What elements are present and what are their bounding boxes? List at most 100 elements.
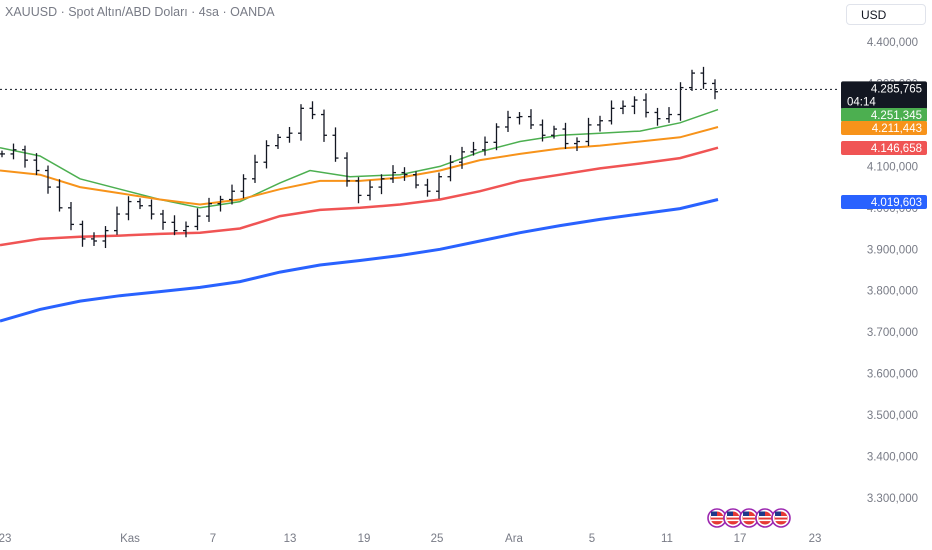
- ohlc-bar: [470, 141, 477, 156]
- ohlc-bar: [459, 146, 465, 169]
- ohlc-bar: [217, 195, 224, 212]
- x-tick-label: 23: [0, 533, 11, 545]
- ohlc-bar: [700, 66, 707, 89]
- ohlc-bar: [654, 107, 661, 126]
- ohlc-bar: [482, 136, 488, 156]
- ohlc-bar: [516, 112, 523, 125]
- ohlc-bar: [689, 69, 695, 91]
- ma-blue-tag: 4.019,603: [841, 195, 927, 209]
- ohlc-bar: [528, 109, 534, 130]
- ohlc-bar: [160, 209, 166, 230]
- us-flag-icon[interactable]: [723, 508, 743, 528]
- svg-text:4.146,658: 4.146,658: [871, 143, 922, 155]
- ohlc-bar: [631, 96, 638, 115]
- x-tick-label: 7: [210, 533, 216, 545]
- ohlc-bar: [378, 174, 385, 195]
- symbol-title: XAUUSD · Spot Altın/ABD Doları · 4sa · O…: [5, 5, 275, 19]
- ohlc-bar: [585, 117, 592, 147]
- ohlc-bar: [263, 140, 270, 169]
- ohlc-bar: [413, 171, 419, 189]
- ohlc-bar: [321, 109, 327, 142]
- ohlc-bar: [275, 134, 281, 149]
- x-tick-label: 5: [589, 533, 595, 545]
- ohlc-bar: [148, 199, 155, 220]
- us-flag-icon[interactable]: [755, 508, 775, 528]
- ohlc-bar: [367, 180, 373, 201]
- ma-green-line: [0, 108, 719, 209]
- ohlc-bar: [597, 115, 603, 132]
- ohlc-bar: [125, 196, 132, 221]
- y-tick-label: 3.700,000: [867, 327, 918, 339]
- x-tick-label: Ara: [505, 533, 524, 545]
- y-tick-label: 3.400,000: [867, 452, 918, 464]
- ohlc-bar: [505, 110, 511, 132]
- svg-text:4.019,603: 4.019,603: [871, 197, 922, 209]
- x-tick-label: 23: [809, 533, 822, 545]
- ohlc-bar: [298, 104, 304, 141]
- ohlc-bar: [493, 123, 500, 151]
- ohlc-bar: [677, 82, 684, 121]
- ohlc-bar: [286, 126, 293, 143]
- ohlc-bar: [45, 165, 51, 194]
- price-tags: 4.285,76504:144.251,3454.211,4434.146,65…: [841, 81, 927, 209]
- last-price-value: 4.285,765: [871, 83, 922, 95]
- ohlc-bar: [309, 101, 316, 120]
- ohlc-bar: [114, 206, 120, 235]
- y-tick-label: 3.900,000: [867, 244, 918, 256]
- ma-red-line: [0, 146, 719, 247]
- ohlc-bar: [183, 221, 189, 238]
- x-tick-label: 25: [431, 533, 444, 545]
- svg-text:4.251,345: 4.251,345: [871, 110, 922, 122]
- us-flag-icon[interactable]: [771, 508, 791, 528]
- ohlc-bar: [194, 208, 201, 231]
- ohlc-bar: [390, 165, 396, 183]
- ohlc-bars: [0, 66, 718, 249]
- ohlc-bar: [68, 202, 74, 231]
- x-tick-label: 11: [661, 533, 673, 545]
- y-tick-label: 4.100,000: [867, 161, 918, 173]
- currency-button[interactable]: USD: [846, 4, 926, 25]
- x-tick-label: 19: [358, 533, 371, 545]
- bar-countdown: 04:14: [847, 96, 876, 108]
- ohlc-bar: [91, 232, 97, 246]
- ohlc-bar: [137, 198, 143, 210]
- ohlc-bar: [447, 155, 454, 182]
- ma-orange-tag: 4.211,443: [841, 121, 927, 135]
- ohlc-bar: [79, 220, 86, 247]
- ohlc-bar: [171, 215, 178, 236]
- ohlc-bar: [102, 226, 109, 249]
- svg-text:4.211,443: 4.211,443: [872, 123, 922, 135]
- ohlc-bar: [344, 152, 350, 187]
- ohlc-bar: [229, 184, 235, 205]
- ohlc-bar: [551, 125, 557, 139]
- x-tick-label: 17: [734, 533, 747, 545]
- time-axis[interactable]: 23 Kas 7 13 19 25 Ara 5 11 17 23: [0, 533, 821, 545]
- x-tick-label: Kas: [120, 533, 140, 545]
- ohlc-bar: [33, 153, 40, 176]
- ohlc-bar: [332, 127, 339, 162]
- ma-blue-line: [0, 198, 719, 323]
- ohlc-bar: [666, 107, 672, 123]
- ohlc-bar: [608, 100, 615, 125]
- y-tick-label: 3.300,000: [867, 493, 918, 505]
- y-tick-label: 3.800,000: [867, 286, 918, 298]
- ma-green-tag: 4.251,345: [841, 108, 927, 122]
- ohlc-bar: [436, 172, 442, 199]
- ohlc-bar: [620, 100, 626, 115]
- ohlc-bar: [0, 150, 5, 158]
- ohlc-bar: [401, 167, 408, 181]
- ohlc-bar: [424, 178, 431, 197]
- ohlc-bar: [56, 179, 63, 212]
- y-tick-label: 3.500,000: [867, 410, 918, 422]
- event-flags[interactable]: [707, 508, 791, 528]
- ohlc-bar: [574, 137, 580, 152]
- ohlc-bar: [562, 122, 569, 149]
- us-flag-icon[interactable]: [739, 508, 759, 528]
- ma-red-tag: 4.146,658: [841, 141, 927, 155]
- ohlc-bar: [22, 145, 28, 168]
- ohlc-bar: [10, 143, 17, 160]
- ohlc-bar: [355, 177, 362, 204]
- ohlc-bar: [252, 154, 258, 183]
